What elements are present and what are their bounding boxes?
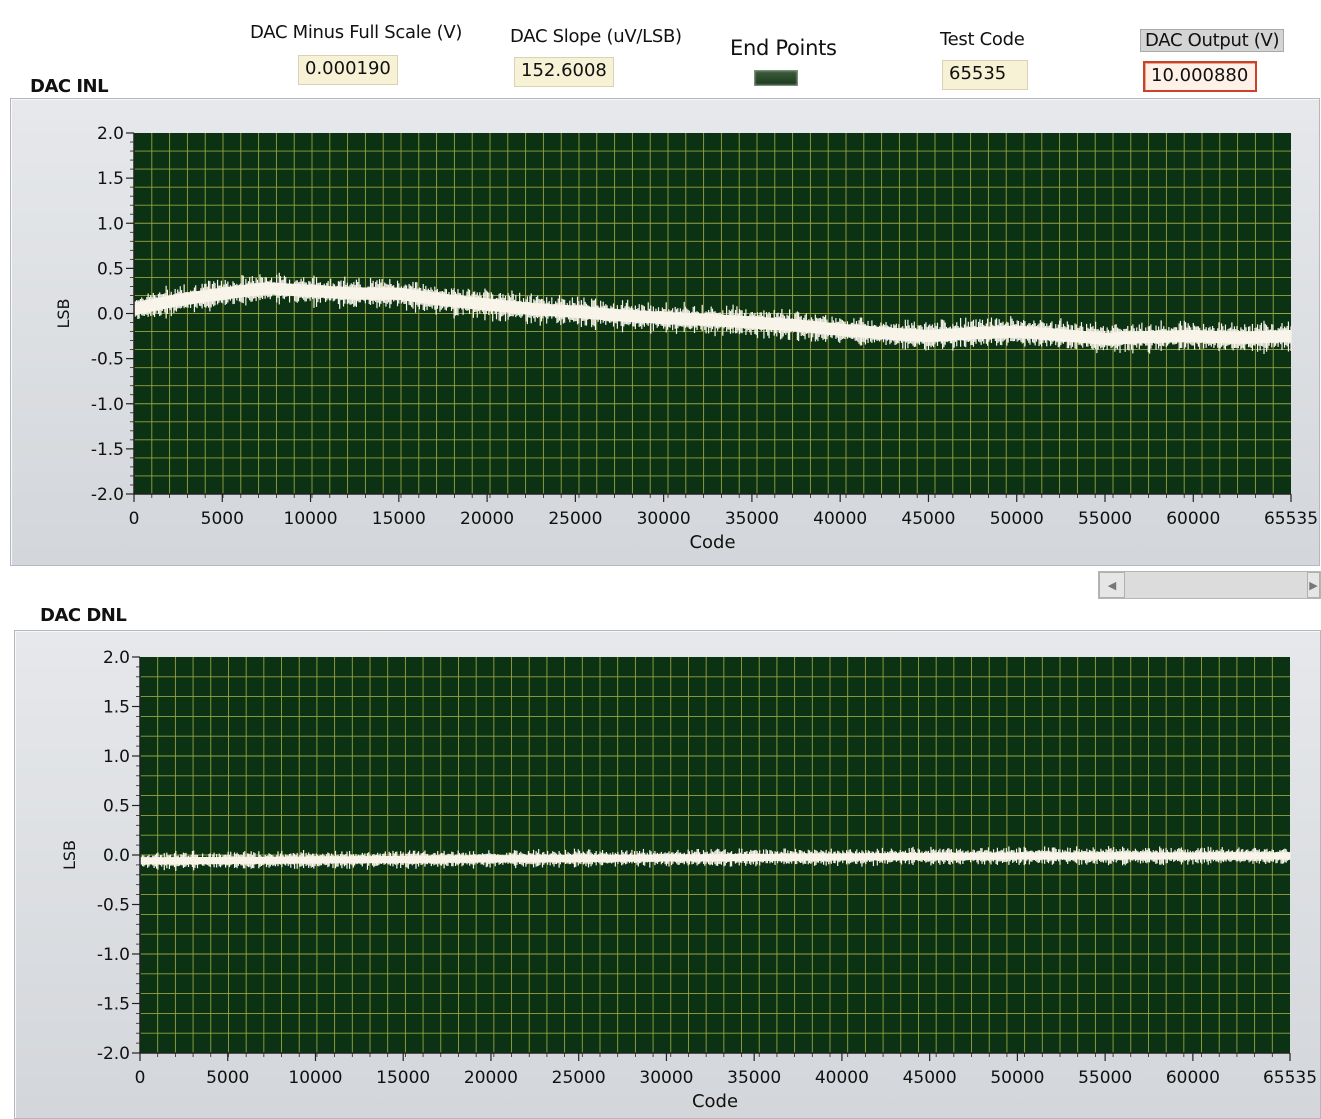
x-tick-label: 20000 <box>464 1068 518 1088</box>
scroll-left-button[interactable]: ◀ <box>1099 572 1125 598</box>
arrow-right-icon: ▶ <box>1309 578 1318 592</box>
y-tick-label: 0.0 <box>103 846 130 866</box>
test-code-indicator: 65535 <box>942 60 1028 90</box>
horizontal-scrollbar[interactable]: ◀ ▶ <box>1098 571 1321 599</box>
grid-lines <box>134 133 1291 494</box>
x-tick-label: 55000 <box>1078 509 1132 529</box>
x-tick-label: 20000 <box>460 509 514 529</box>
x-tick-label: 15000 <box>376 1068 430 1088</box>
x-axis-label: Code <box>689 532 735 553</box>
x-tick-label: 35000 <box>725 509 779 529</box>
arrow-left-icon: ◀ <box>1107 578 1117 592</box>
y-tick-label: -2.0 <box>97 1044 130 1064</box>
y-tick-label: 1.0 <box>97 214 124 234</box>
minus-full-scale-label: DAC Minus Full Scale (V) <box>250 22 463 43</box>
x-tick-label: 10000 <box>284 509 338 529</box>
x-axis-label: Code <box>692 1091 738 1112</box>
inl-chart: 2.0 1.5 1.0 0.5 0.0 -0.5 -1.0 -1.5 -2.00 5000 1000… <box>54 124 1318 553</box>
x-tick-label: 35000 <box>727 1068 781 1088</box>
y-tick-label: 1.5 <box>103 698 130 718</box>
x-tick-label: 15000 <box>372 509 426 529</box>
x-tick-label: 50000 <box>990 509 1044 529</box>
y-tick-label: 1.0 <box>103 747 130 767</box>
y-axis-label: LSB <box>54 298 73 328</box>
y-tick-label: -0.5 <box>91 350 124 370</box>
slope-indicator: 152.6008 <box>514 57 614 87</box>
trace-core <box>139 852 1290 865</box>
minus-full-scale-indicator: 0.000190 <box>298 55 398 85</box>
dnl-chart-title: DAC DNL <box>40 605 127 626</box>
inl-graph-panel: 2.0 1.5 1.0 0.5 0.0 -0.5 -1.0 -1.5 -2.0 0 5000 1000… <box>10 98 1320 566</box>
inl-chart-title: DAC INL <box>30 76 109 97</box>
dac-output-label: DAC Output (V) <box>1140 29 1285 52</box>
x-tick-label: 0 <box>135 1068 146 1088</box>
y-axis-label: LSB <box>60 840 79 870</box>
x-tick-label: 40000 <box>813 509 867 529</box>
y-tick-label: -1.0 <box>97 945 130 965</box>
end-points-label: End Points <box>730 36 837 60</box>
y-tick-label: 0.5 <box>97 259 124 279</box>
x-tick-label: 55000 <box>1078 1068 1132 1088</box>
y-tick-label: -1.5 <box>97 995 130 1015</box>
dnl-graph-panel: 2.0 1.5 1.0 0.5 0.0 -0.5 -1.0 -1.5 -2.0 0 5000 1000… <box>14 630 1321 1119</box>
y-tick-label: 2.0 <box>97 124 124 144</box>
x-tick-label: 5000 <box>201 509 244 529</box>
y-tick-label: 1.5 <box>97 169 124 189</box>
y-tick-label: -0.5 <box>97 896 130 916</box>
y-tick-label: 2.0 <box>103 648 130 668</box>
y-tick-label: 0.5 <box>103 797 130 817</box>
trace-core <box>132 282 1292 345</box>
x-tick-label: 5000 <box>206 1068 249 1088</box>
x-tick-label: 30000 <box>639 1068 693 1088</box>
x-tick-label: 60000 <box>1166 509 1220 529</box>
x-tick-label: 60000 <box>1166 1068 1220 1088</box>
x-tick-label: 45000 <box>901 509 955 529</box>
y-tick-label: 0.0 <box>97 305 124 325</box>
x-tick-label: 30000 <box>637 509 691 529</box>
dnl-chart: 2.0 1.5 1.0 0.5 0.0 -0.5 -1.0 -1.5 -2.00 5000 1000… <box>60 648 1317 1112</box>
x-tick-label: 10000 <box>288 1068 342 1088</box>
x-tick-label: 0 <box>129 509 140 529</box>
x-tick-label: 25000 <box>552 1068 606 1088</box>
x-tick-label: 65535 <box>1263 1068 1317 1088</box>
end-points-led-button[interactable] <box>754 70 798 86</box>
x-tick-label: 45000 <box>903 1068 957 1088</box>
y-tick-label: -2.0 <box>91 485 124 505</box>
y-tick-label: -1.5 <box>91 440 124 460</box>
test-code-label: Test Code <box>940 29 1025 50</box>
x-tick-label: 50000 <box>990 1068 1044 1088</box>
slope-label: DAC Slope (uV/LSB) <box>510 26 682 47</box>
x-tick-label: 25000 <box>548 509 602 529</box>
y-tick-label: -1.0 <box>91 395 124 415</box>
x-tick-label: 40000 <box>815 1068 869 1088</box>
scroll-right-button[interactable]: ▶ <box>1307 572 1320 598</box>
x-tick-label: 65535 <box>1264 509 1318 529</box>
dac-output-field[interactable]: 10.000880 <box>1143 61 1257 92</box>
